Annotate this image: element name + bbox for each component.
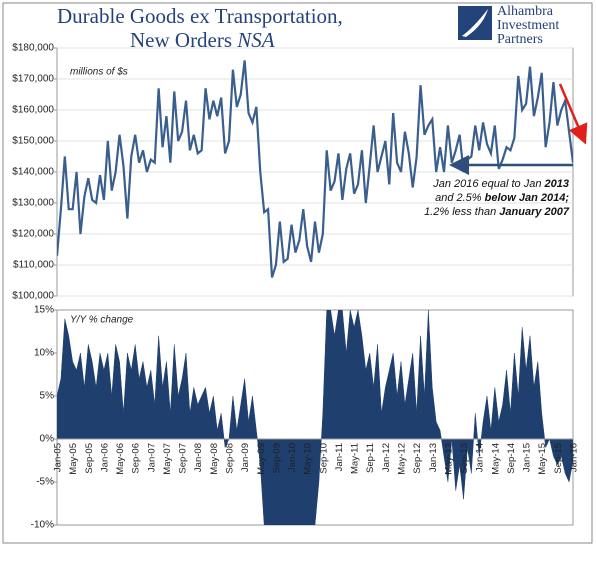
x-tick-label: Sep-06 [131, 443, 142, 474]
x-tick-label: Jan-07 [146, 443, 157, 472]
annotation-line: and 2.5% below Jan 2014; [435, 192, 569, 204]
axis-label: millions of $s [70, 67, 128, 78]
annotation-text: 1.2% less than [424, 206, 499, 218]
y-tick-label: $130,000 [12, 198, 54, 209]
y-tick-label: $160,000 [12, 105, 54, 116]
y-tick-label: 5% [40, 391, 55, 402]
y-tick-label: -5% [36, 477, 54, 488]
x-tick-label: May-10 [303, 443, 314, 475]
x-tick-label: Sep-07 [178, 443, 189, 474]
annotation-text: and 2.5% [435, 192, 485, 204]
x-tick-label: Sep-08 [225, 443, 236, 474]
annotation-text: January 2007 [499, 206, 570, 218]
x-tick-label: Sep-05 [84, 443, 95, 474]
y-tick-label: -10% [31, 520, 54, 531]
series [57, 60, 573, 278]
y-tick-label: $180,000 [12, 43, 54, 54]
logo: Alhambra Investment Partners [458, 4, 559, 47]
y-tick-label: $140,000 [12, 167, 54, 178]
y-tick-label: 15% [34, 305, 54, 316]
x-tick-label: May-12 [397, 443, 408, 475]
x-tick-label: Sep-14 [506, 443, 517, 474]
x-tick-label: Sep-12 [412, 443, 423, 474]
x-tick-label: Jan-13 [428, 443, 439, 472]
area [57, 310, 573, 525]
y-tick-label: $170,000 [12, 74, 54, 85]
x-tick-label: Jan-10 [287, 443, 298, 472]
x-tick-label: May-06 [115, 443, 126, 475]
logo-swoosh [462, 9, 488, 37]
x-tick-label: May-08 [209, 443, 220, 475]
x-tick-label: Jan-14 [475, 443, 486, 472]
axis-label: Y/Y % change [70, 315, 134, 326]
frame [2, 2, 593, 544]
y-tick-label: $110,000 [13, 260, 54, 271]
annotation-text: 2013 [544, 178, 569, 190]
y-tick-label: $100,000 [12, 291, 54, 302]
x-tick-label: Jan-15 [522, 443, 533, 472]
x-tick-label: May-09 [256, 443, 267, 475]
x-tick-label: Sep-10 [318, 443, 329, 474]
logo-text: Alhambra [497, 4, 554, 19]
y-tick-label: 0% [40, 434, 55, 445]
x-tick-label: Jan-16 [569, 443, 580, 472]
annotation-line: 1.2% less than January 2007 [424, 206, 570, 218]
annotation-text: Jan 2016 equal to Jan [432, 178, 544, 190]
y-tick-label: $120,000 [12, 229, 54, 240]
x-tick-label: Sep-09 [271, 443, 282, 474]
logo-text: Partners [497, 32, 543, 47]
line [57, 60, 573, 278]
y-tick-label: 10% [34, 348, 54, 359]
y-tick-label: $150,000 [12, 136, 54, 147]
x-tick-label: May-15 [537, 443, 548, 475]
x-tick-label: Jan-09 [240, 443, 251, 472]
x-tick-label: Sep-15 [553, 443, 564, 474]
x-tick-label: May-07 [162, 443, 173, 475]
annotation-text: below Jan 2014; [485, 192, 570, 204]
annotation-line: Jan 2016 equal to Jan 2013 [432, 178, 569, 190]
x-tick-label: Jan-06 [99, 443, 110, 472]
x-tick-label: May-05 [68, 443, 79, 475]
x-tick-label: Jan-08 [193, 443, 204, 472]
x-tick-label: Jan-12 [381, 443, 392, 472]
x-tick-label: Jan-05 [53, 443, 64, 472]
title-line: Durable Goods ex Transportation, [57, 4, 343, 28]
x-tick-label: Sep-13 [459, 443, 470, 474]
series [57, 310, 573, 525]
x-tick-label: Sep-11 [365, 443, 376, 473]
x-tick-label: May-11 [350, 443, 361, 474]
red-arrow [558, 83, 588, 145]
x-tick-label: Jan-11 [334, 443, 345, 471]
x-tick-label: May-14 [490, 443, 501, 475]
x-tick-label: May-13 [443, 443, 454, 475]
logo-text: Investment [497, 18, 559, 33]
